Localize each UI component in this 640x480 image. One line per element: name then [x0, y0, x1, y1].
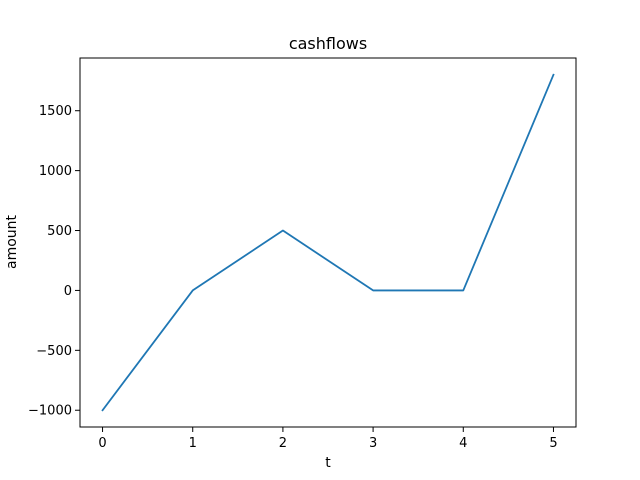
- chart-title: cashflows: [289, 34, 367, 53]
- x-tick-label: 0: [98, 436, 106, 451]
- y-tick-label: −500: [36, 344, 72, 359]
- x-tick-label: 4: [459, 436, 467, 451]
- y-tick-label: −1000: [28, 404, 72, 419]
- x-tick-label: 3: [369, 436, 377, 451]
- series-line: [101, 73, 555, 412]
- x-ticks: 0 1 2 3 4 5: [98, 427, 558, 451]
- plot-area: [80, 58, 576, 427]
- y-axis-label: amount: [4, 214, 20, 269]
- series-layer: [101, 73, 555, 412]
- x-tick-label: 5: [549, 436, 557, 451]
- plot-frame: [79, 57, 577, 428]
- x-tick-label: 2: [279, 436, 287, 451]
- x-axis-label: t: [325, 455, 331, 471]
- x-tick-label: 1: [189, 436, 197, 451]
- y-tick-label: 1500: [39, 104, 72, 119]
- y-ticks: −1000 −500 0 500 1000 1500: [28, 104, 80, 419]
- y-tick-label: 0: [64, 284, 72, 299]
- y-tick-label: 1000: [39, 164, 72, 179]
- y-tick-label: 500: [47, 224, 72, 239]
